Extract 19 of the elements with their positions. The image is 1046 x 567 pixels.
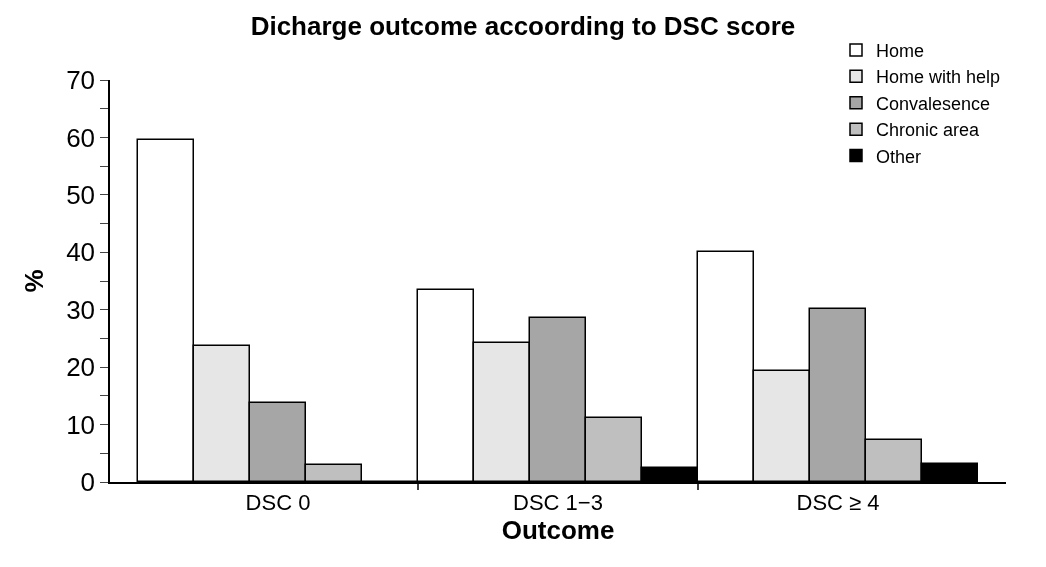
chart-title: Dicharge outcome accoording to DSC score — [250, 11, 796, 42]
y-tick-label: 10 — [66, 409, 96, 440]
x-axis-title: Outcome — [501, 515, 615, 546]
legend-label: Home — [876, 40, 925, 61]
x-tick-label: DSC 0 — [245, 490, 311, 516]
y-tick-label: 30 — [66, 294, 96, 325]
y-tick-label: 70 — [66, 65, 96, 96]
legend-label: Chronic area — [876, 120, 981, 141]
y-tick-label: 50 — [66, 179, 96, 210]
y-tick-label: 40 — [66, 237, 96, 268]
y-tick-label: 60 — [66, 122, 96, 153]
legend-label: Convalesence — [876, 93, 991, 114]
legend-label: Other — [876, 146, 922, 167]
legend-label: Home with help — [876, 67, 1001, 88]
y-tick-label: 20 — [66, 352, 96, 383]
x-tick-label: DSC ≥ 4 — [796, 490, 880, 516]
x-tick-label: DSC 1−3 — [513, 490, 603, 516]
y-axis-title: % — [19, 269, 50, 293]
y-tick-label: 0 — [80, 467, 96, 498]
